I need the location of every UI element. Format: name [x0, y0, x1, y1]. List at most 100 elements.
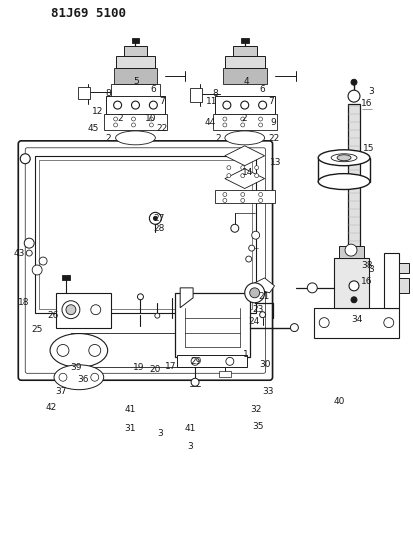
Text: 45: 45 — [87, 124, 98, 133]
Text: 4: 4 — [244, 77, 249, 86]
Circle shape — [191, 358, 199, 365]
Circle shape — [241, 123, 245, 127]
Bar — [177, 356, 247, 367]
Text: 14: 14 — [242, 168, 254, 177]
Circle shape — [131, 117, 135, 121]
Polygon shape — [255, 278, 275, 293]
Text: 8: 8 — [106, 88, 112, 98]
Circle shape — [150, 123, 153, 127]
Text: 6: 6 — [260, 85, 266, 94]
Circle shape — [255, 166, 259, 169]
Circle shape — [20, 154, 30, 164]
Bar — [215, 190, 275, 204]
Circle shape — [227, 174, 231, 177]
Text: 7: 7 — [159, 96, 165, 106]
Bar — [116, 56, 155, 68]
Text: 1: 1 — [243, 350, 249, 359]
Circle shape — [384, 318, 394, 328]
Bar — [233, 46, 256, 56]
Text: 40: 40 — [333, 397, 345, 406]
Bar — [215, 96, 275, 114]
Text: 37: 37 — [55, 386, 67, 395]
Bar — [190, 88, 202, 102]
Circle shape — [153, 216, 157, 220]
Text: 43: 43 — [14, 248, 25, 257]
Text: 35: 35 — [252, 423, 263, 431]
Circle shape — [349, 281, 359, 291]
Circle shape — [26, 250, 32, 256]
Circle shape — [259, 192, 263, 197]
Bar — [114, 68, 157, 84]
Text: 36: 36 — [77, 375, 88, 384]
Circle shape — [241, 198, 245, 203]
Circle shape — [57, 344, 69, 357]
Text: 30: 30 — [259, 360, 271, 369]
Ellipse shape — [116, 131, 155, 145]
Text: 17: 17 — [164, 362, 176, 371]
Circle shape — [131, 101, 140, 109]
Circle shape — [250, 288, 260, 298]
Text: 5: 5 — [133, 77, 139, 86]
Circle shape — [307, 283, 317, 293]
Bar — [35, 156, 256, 313]
Text: 3: 3 — [368, 265, 374, 274]
Text: 22: 22 — [157, 124, 168, 133]
Circle shape — [32, 265, 42, 275]
Circle shape — [150, 101, 157, 109]
Text: 22: 22 — [268, 134, 279, 143]
Text: 21: 21 — [258, 292, 269, 301]
Text: 38: 38 — [361, 261, 373, 270]
Text: 2: 2 — [106, 134, 112, 143]
Circle shape — [150, 212, 161, 224]
Circle shape — [227, 166, 231, 169]
Text: 11: 11 — [206, 96, 218, 106]
Text: 12: 12 — [92, 107, 103, 116]
Bar — [339, 246, 364, 258]
Circle shape — [114, 123, 118, 127]
Circle shape — [223, 192, 227, 197]
Bar — [223, 68, 267, 84]
Bar — [175, 293, 250, 358]
Text: 23: 23 — [252, 305, 263, 314]
Text: 41: 41 — [125, 405, 136, 414]
Circle shape — [59, 373, 67, 381]
Text: 16: 16 — [361, 277, 373, 286]
Ellipse shape — [318, 150, 370, 166]
Polygon shape — [180, 288, 193, 308]
Circle shape — [39, 257, 47, 265]
Text: 81J69 5100: 81J69 5100 — [51, 7, 126, 20]
Circle shape — [91, 305, 101, 314]
Circle shape — [66, 305, 76, 314]
Circle shape — [241, 166, 245, 169]
Bar — [348, 104, 360, 278]
Text: 29: 29 — [190, 357, 202, 366]
Circle shape — [223, 198, 227, 203]
Circle shape — [246, 256, 252, 262]
Circle shape — [138, 294, 143, 300]
Circle shape — [241, 117, 245, 121]
Circle shape — [223, 123, 227, 127]
Circle shape — [351, 297, 357, 303]
Text: 27: 27 — [154, 214, 165, 223]
Text: 15: 15 — [363, 144, 375, 154]
Bar — [106, 96, 165, 114]
Circle shape — [131, 123, 135, 127]
Circle shape — [252, 231, 260, 239]
Circle shape — [259, 123, 263, 127]
Circle shape — [259, 198, 263, 203]
Text: 16: 16 — [361, 99, 373, 108]
Text: 8: 8 — [212, 88, 218, 98]
Circle shape — [241, 174, 245, 177]
Text: 2: 2 — [241, 115, 247, 124]
Text: 18: 18 — [17, 298, 29, 307]
Text: 6: 6 — [150, 85, 156, 94]
Bar — [39, 160, 252, 309]
Circle shape — [319, 318, 329, 328]
Text: 3: 3 — [368, 87, 374, 96]
Circle shape — [259, 101, 267, 109]
Bar — [241, 37, 249, 43]
Bar — [384, 253, 399, 308]
Bar — [131, 37, 140, 43]
Bar — [62, 275, 70, 280]
Circle shape — [62, 301, 80, 319]
